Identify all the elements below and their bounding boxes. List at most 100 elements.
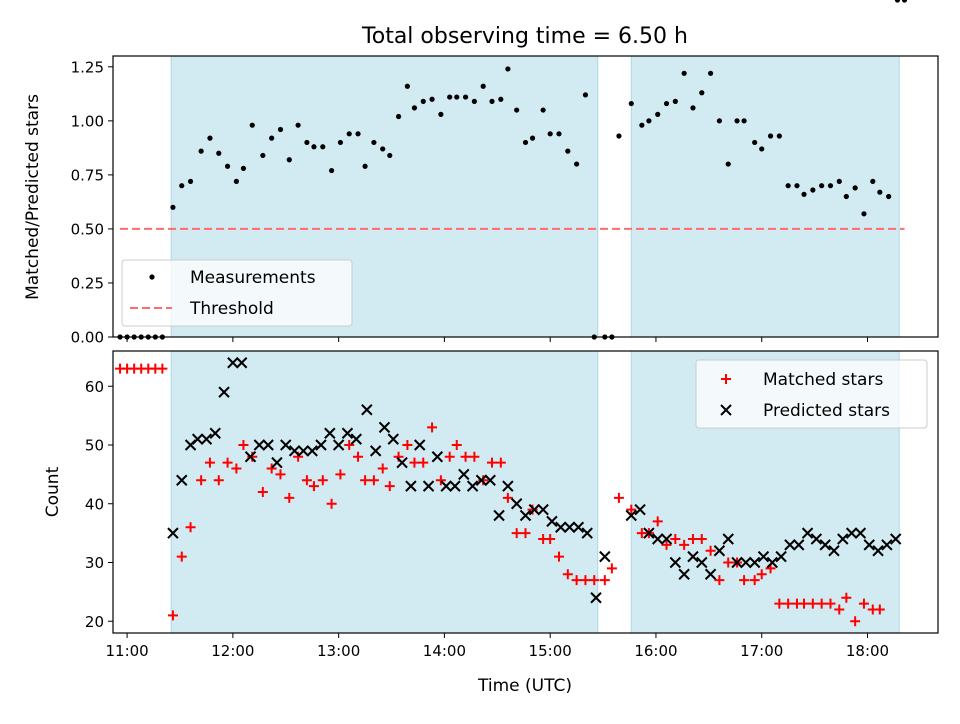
matched-star-point (257, 487, 268, 497)
measurement-point (894, 0, 901, 3)
measurement-point (547, 131, 553, 137)
measurement-point (179, 183, 185, 189)
predicted-star-point (262, 439, 274, 451)
predicted-star-point (687, 550, 699, 563)
x-tick-label: 13:00 (317, 642, 360, 660)
measurement-point (216, 150, 222, 156)
x-tick-label: 12:00 (211, 642, 254, 660)
measurement-point (767, 133, 774, 139)
measurement-point (480, 83, 486, 89)
predicted-star-point (297, 445, 310, 457)
measurement-point (801, 191, 807, 197)
predicted-star-point (519, 509, 532, 522)
measurement-point (574, 161, 580, 167)
measurement-point (454, 94, 460, 100)
predicted-star-point (484, 474, 496, 486)
legend-marker-matched (721, 374, 731, 384)
measurement-point (794, 183, 800, 189)
matched-star-point (238, 440, 249, 450)
predicted-star-point (889, 533, 902, 545)
measurement-point (233, 178, 239, 184)
predicted-star-point (350, 433, 362, 445)
observing-interval-shade (631, 56, 900, 337)
matched-star-point (495, 457, 506, 468)
measurement-point (819, 183, 825, 189)
matched-star-point (185, 522, 196, 533)
predicted-star-point (227, 357, 239, 369)
y-tick-label: 1.25 (71, 58, 104, 76)
predicted-star-point (572, 521, 585, 533)
predicted-star-point (546, 515, 558, 528)
matched-star-point (487, 457, 498, 468)
matched-star-point (266, 463, 277, 474)
matched-star-point (520, 528, 531, 539)
matched-star-point (626, 504, 637, 515)
matched-star-point (511, 528, 522, 539)
predicted-star-point (625, 509, 637, 522)
measurement-point (725, 161, 731, 167)
measurement-point (498, 96, 504, 102)
matched-star-point (368, 475, 379, 486)
predicted-star-point (854, 527, 867, 539)
plot-frame (112, 350, 939, 634)
matched-star-point (469, 451, 480, 462)
measurement-point (699, 90, 705, 96)
legend-label-measurements: Measurements (190, 268, 316, 288)
predicted-star-point (493, 509, 505, 522)
measurement-point (628, 100, 634, 107)
measurement-point (616, 133, 622, 139)
predicted-star-point (590, 592, 602, 604)
measurement-point (843, 193, 849, 200)
measurement-point (337, 139, 344, 146)
matched-star-point (502, 492, 513, 503)
top-panel-y-label: Matched/Predicted stars (23, 94, 43, 300)
measurement-point (260, 152, 266, 159)
predicted-star-point (218, 386, 230, 398)
matched-star-point (402, 440, 413, 450)
measurement-point (207, 135, 213, 141)
matched-star-point (774, 598, 785, 609)
measurement-point (734, 118, 740, 124)
matched-star-point (204, 457, 215, 468)
matched-star-point (858, 598, 869, 609)
matched-star-point (353, 451, 364, 462)
predicted-star-point (361, 404, 373, 416)
matched-star-point (825, 598, 836, 609)
matched-star-point (284, 492, 295, 503)
measurement-point (663, 100, 670, 107)
matched-star-point (301, 475, 312, 486)
matched-star-point (384, 481, 395, 492)
measurement-point (286, 157, 292, 163)
matched-star-point (841, 592, 852, 603)
measurement-point (741, 118, 747, 124)
matched-star-point (409, 457, 420, 468)
matched-star-point (157, 363, 168, 374)
measurement-point (269, 135, 275, 141)
measurement-point (870, 178, 876, 184)
matched-star-point (687, 534, 698, 544)
predicted-star-point (422, 480, 435, 492)
predicted-star-point (722, 533, 734, 545)
bottom-panel-y-label: Count (43, 466, 63, 517)
measurement-point (582, 92, 589, 98)
observing-interval-shade (171, 351, 598, 633)
predicted-star-point (528, 503, 541, 516)
x-tick-label: 17:00 (740, 642, 783, 660)
measurement-point (346, 131, 352, 137)
matched-star-point (247, 451, 258, 462)
measurement-point (224, 163, 231, 169)
measurement-point (646, 118, 652, 124)
matched-star-point (589, 575, 600, 586)
measurement-point (655, 111, 661, 117)
measurement-point (514, 107, 520, 113)
matched-star-point (571, 575, 582, 586)
measurement-point (759, 146, 765, 152)
measurement-point (827, 183, 834, 189)
predicted-star-point (563, 521, 576, 533)
predicted-star-point (704, 568, 717, 580)
predicted-star-point (244, 451, 257, 463)
matched-star-point (451, 440, 462, 450)
measurement-point (362, 163, 368, 169)
predicted-star-point (235, 357, 248, 369)
